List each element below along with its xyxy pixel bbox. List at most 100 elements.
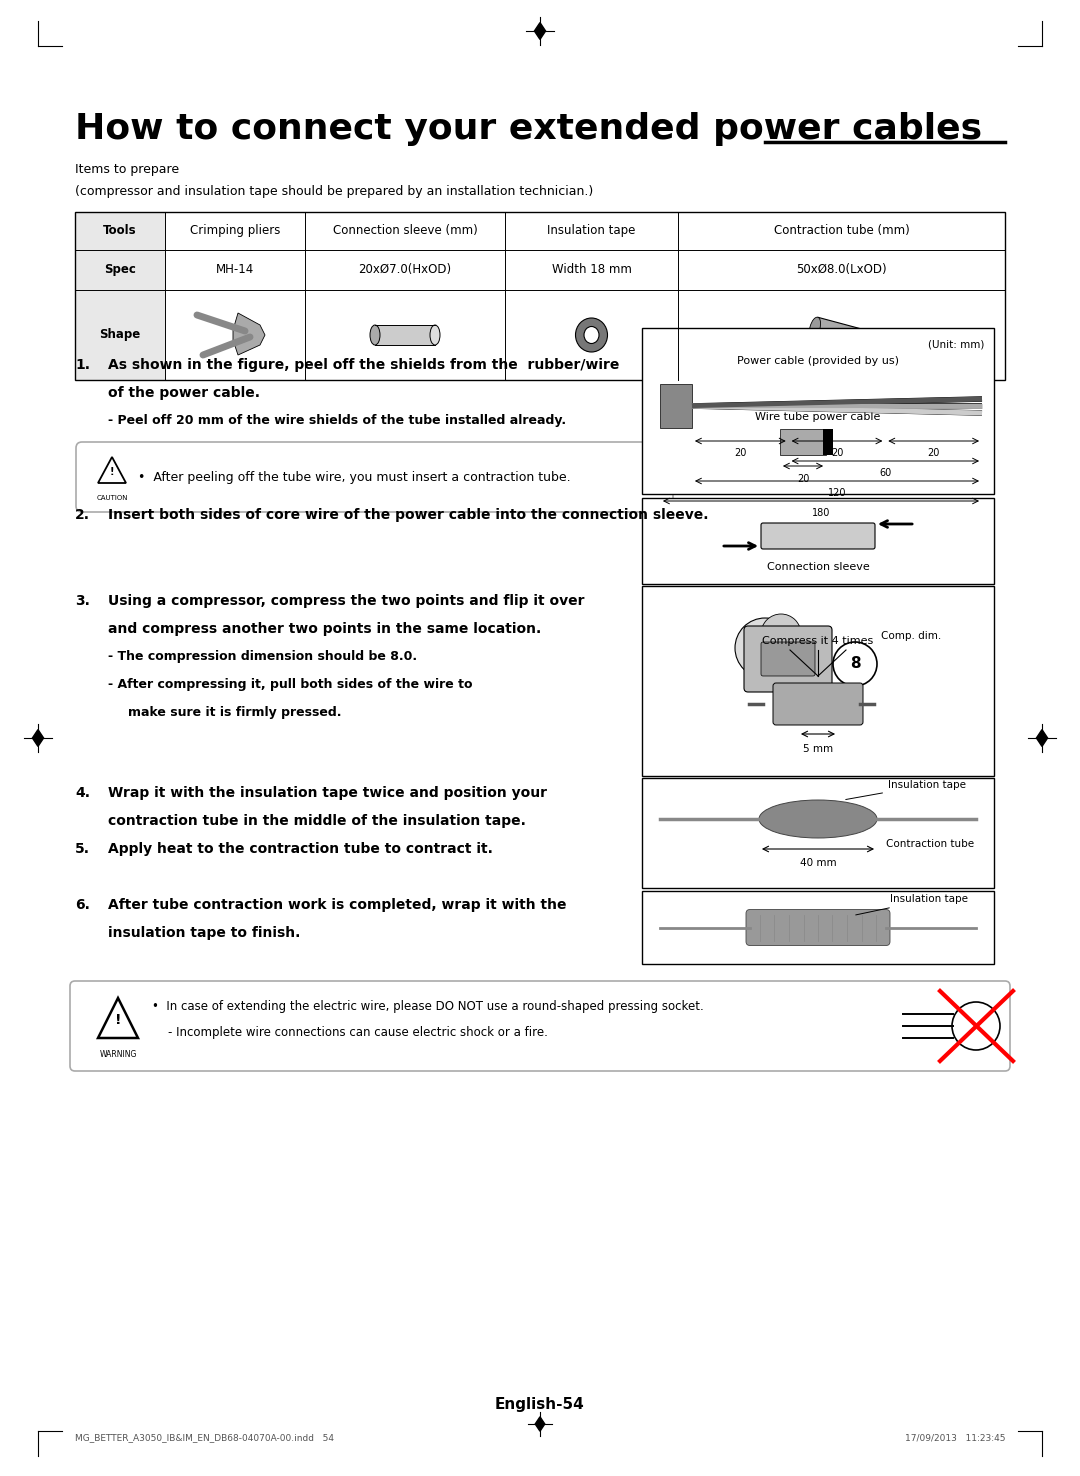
Text: WARNING: WARNING — [99, 1049, 137, 1058]
Text: Comp. dim.: Comp. dim. — [881, 632, 942, 641]
Text: 2.: 2. — [75, 508, 90, 523]
Text: 40 mm: 40 mm — [799, 858, 836, 868]
Text: Crimping pliers: Crimping pliers — [190, 224, 280, 238]
Text: Power cable (provided by us): Power cable (provided by us) — [737, 356, 899, 366]
Text: Insulation tape: Insulation tape — [548, 224, 636, 238]
Text: - After compressing it, pull both sides of the wire to: - After compressing it, pull both sides … — [108, 677, 473, 691]
Text: MH-14: MH-14 — [216, 264, 254, 276]
Text: 8: 8 — [850, 657, 861, 672]
Ellipse shape — [809, 317, 821, 338]
Text: •  In case of extending the electric wire, please DO NOT use a round-shaped pres: • In case of extending the electric wire… — [152, 1001, 704, 1013]
Text: of the power cable.: of the power cable. — [108, 387, 260, 400]
Text: 20: 20 — [831, 449, 843, 458]
Bar — [642, 778, 994, 889]
Text: Connection sleeve: Connection sleeve — [767, 562, 869, 573]
Bar — [75, 289, 165, 379]
Text: 1.: 1. — [75, 359, 90, 372]
Text: Compress it 4 times: Compress it 4 times — [762, 636, 874, 646]
Bar — [642, 497, 994, 584]
FancyBboxPatch shape — [761, 523, 875, 549]
Polygon shape — [98, 458, 126, 483]
FancyBboxPatch shape — [746, 909, 890, 946]
Text: Insert both sides of core wire of the power cable into the connection sleeve.: Insert both sides of core wire of the po… — [108, 508, 708, 523]
FancyBboxPatch shape — [76, 441, 673, 512]
Text: (compressor and insulation tape should be prepared by an installation technician: (compressor and insulation tape should b… — [75, 184, 593, 198]
Text: 20: 20 — [734, 449, 746, 458]
Text: Connection sleeve (mm): Connection sleeve (mm) — [333, 224, 477, 238]
FancyBboxPatch shape — [773, 683, 863, 725]
FancyBboxPatch shape — [744, 626, 832, 692]
Circle shape — [951, 1002, 1000, 1049]
Text: Tools: Tools — [104, 224, 137, 238]
Text: 120: 120 — [827, 489, 847, 497]
FancyBboxPatch shape — [761, 642, 815, 676]
Text: Wrap it with the insulation tape twice and position your: Wrap it with the insulation tape twice a… — [108, 787, 546, 800]
Text: Spec: Spec — [104, 264, 136, 276]
Text: 5 mm: 5 mm — [802, 744, 833, 754]
Circle shape — [761, 614, 801, 654]
Bar — [780, 430, 826, 455]
Circle shape — [735, 618, 795, 677]
Text: contraction tube in the middle of the insulation tape.: contraction tube in the middle of the in… — [108, 813, 526, 828]
Text: Apply heat to the contraction tube to contract it.: Apply heat to the contraction tube to co… — [108, 841, 492, 856]
FancyBboxPatch shape — [70, 982, 1010, 1072]
Ellipse shape — [584, 326, 599, 344]
Text: Items to prepare: Items to prepare — [75, 162, 179, 176]
Ellipse shape — [576, 317, 607, 351]
Text: Contraction tube: Contraction tube — [886, 838, 974, 849]
Text: !: ! — [110, 466, 114, 477]
Text: 50xØ8.0(LxOD): 50xØ8.0(LxOD) — [796, 264, 887, 276]
Text: 20: 20 — [797, 474, 809, 484]
Ellipse shape — [430, 325, 440, 345]
Bar — [660, 384, 692, 428]
Text: !: ! — [114, 1013, 121, 1027]
Polygon shape — [233, 313, 265, 356]
Polygon shape — [535, 22, 545, 40]
Text: Insulation tape: Insulation tape — [855, 894, 968, 915]
Text: English-54: English-54 — [495, 1396, 585, 1411]
Text: 3.: 3. — [75, 593, 90, 608]
Text: After tube contraction work is completed, wrap it with the: After tube contraction work is completed… — [108, 897, 567, 912]
Ellipse shape — [370, 325, 380, 345]
Text: 180: 180 — [812, 508, 831, 518]
Text: 5.: 5. — [75, 841, 90, 856]
Text: - Incomplete wire connections can cause electric shock or a fire.: - Incomplete wire connections can cause … — [168, 1026, 548, 1039]
Text: - The compression dimension should be 8.0.: - The compression dimension should be 8.… — [108, 649, 417, 663]
Text: Wire tube power cable: Wire tube power cable — [755, 412, 880, 422]
Bar — [642, 586, 994, 776]
Polygon shape — [536, 1417, 544, 1432]
Text: As shown in the figure, peel off the shields from the  rubber/wire: As shown in the figure, peel off the shi… — [108, 359, 619, 372]
Text: Shape: Shape — [99, 329, 140, 341]
Bar — [823, 430, 833, 455]
Text: 6.: 6. — [75, 897, 90, 912]
Text: 4.: 4. — [75, 787, 90, 800]
Text: - Peel off 20 mm of the wire shields of the tube installed already.: - Peel off 20 mm of the wire shields of … — [108, 413, 566, 427]
Text: •  After peeling off the tube wire, you must insert a contraction tube.: • After peeling off the tube wire, you m… — [138, 471, 570, 484]
Polygon shape — [1037, 729, 1048, 747]
Text: 17/09/2013   11:23:45: 17/09/2013 11:23:45 — [905, 1433, 1005, 1442]
Text: 20: 20 — [928, 449, 940, 458]
Polygon shape — [32, 729, 43, 747]
Text: Using a compressor, compress the two points and flip it over: Using a compressor, compress the two poi… — [108, 593, 584, 608]
Text: Insulation tape: Insulation tape — [846, 779, 966, 800]
Bar — [642, 892, 994, 964]
Text: (Unit: mm): (Unit: mm) — [928, 339, 984, 350]
Text: insulation tape to finish.: insulation tape to finish. — [108, 925, 300, 940]
Text: Width 18 mm: Width 18 mm — [552, 264, 632, 276]
Text: make sure it is firmly pressed.: make sure it is firmly pressed. — [129, 706, 341, 719]
Polygon shape — [98, 998, 138, 1038]
Text: How to connect your extended power cables: How to connect your extended power cable… — [75, 112, 982, 146]
Bar — [75, 213, 1005, 379]
Text: and compress another two points in the same location.: and compress another two points in the s… — [108, 621, 541, 636]
Polygon shape — [812, 317, 870, 353]
Bar — [75, 249, 165, 289]
Bar — [75, 213, 165, 249]
Ellipse shape — [863, 332, 874, 353]
Text: CAUTION: CAUTION — [96, 494, 127, 500]
Circle shape — [833, 642, 877, 686]
Text: 20xØ7.0(HxOD): 20xØ7.0(HxOD) — [359, 264, 451, 276]
Text: 60: 60 — [879, 468, 891, 478]
Text: MG_BETTER_A3050_IB&IM_EN_DB68-04070A-00.indd   54: MG_BETTER_A3050_IB&IM_EN_DB68-04070A-00.… — [75, 1433, 334, 1442]
Text: Contraction tube (mm): Contraction tube (mm) — [773, 224, 909, 238]
Bar — [375, 325, 435, 345]
